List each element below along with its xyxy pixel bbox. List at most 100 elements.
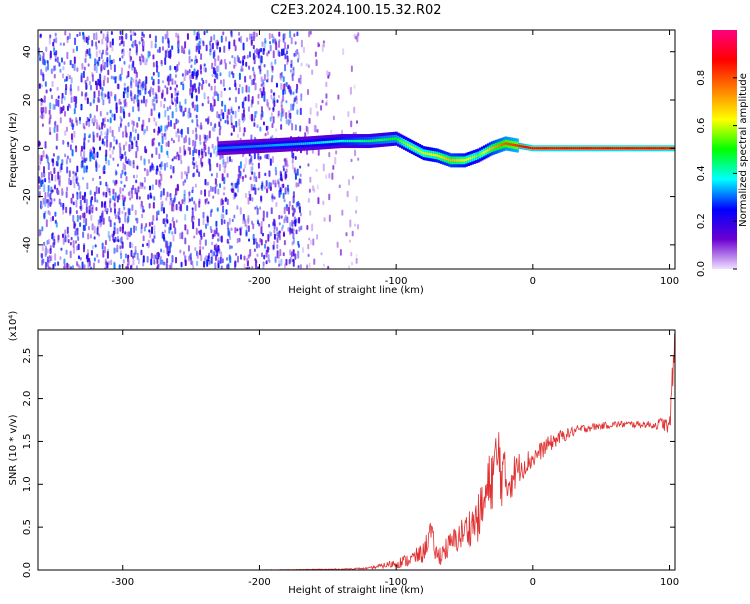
ridge-core: [241, 145, 245, 149]
ridge-core: [658, 147, 662, 150]
spectrogram-cell: [155, 168, 158, 175]
spectrogram-cell: [65, 158, 68, 165]
spectrogram-cell: [195, 114, 198, 119]
ridge-core: [223, 146, 227, 150]
spectrogram-cell: [271, 198, 274, 203]
ridge-core: [393, 137, 396, 141]
spectrogram-cell: [182, 180, 185, 186]
spectrogram-cell: [119, 153, 122, 159]
spectrogram-cell: [254, 54, 257, 59]
spectrogram-cell: [163, 163, 166, 168]
spectrogram-cell: [200, 53, 203, 61]
ridge-core: [245, 145, 249, 148]
spectrogram-cell: [273, 240, 276, 246]
ridge-core: [572, 147, 576, 150]
colorbar-tick-label: 0.4: [696, 165, 707, 181]
y-tick-label: -40: [22, 237, 33, 253]
spectrogram-cell: [83, 141, 86, 150]
spectrogram-cell: [174, 99, 177, 108]
spectrogram-cell: [101, 201, 104, 208]
ridge-core: [600, 147, 603, 150]
spectrogram-cell: [96, 61, 99, 65]
spectrogram-cell: [219, 72, 222, 77]
spectrogram-cell: [264, 172, 267, 177]
spectrogram-cell: [128, 64, 131, 69]
spectrogram-cell: [214, 186, 217, 194]
spectrogram-cell: [68, 170, 71, 178]
spectrogram-cell: [280, 100, 283, 108]
spectrogram-cell: [179, 146, 182, 154]
spectrogram-cell: [76, 261, 79, 267]
spectrogram-cell: [272, 107, 275, 111]
spectrogram-cell: [143, 129, 146, 136]
spectrogram-cell: [254, 187, 257, 195]
spectrogram-cell: [307, 243, 310, 250]
spectrogram-cell: [49, 88, 52, 92]
spectrogram-cell: [263, 94, 266, 102]
spectrogram-cell: [130, 81, 133, 89]
spectrogram-cell: [128, 231, 131, 238]
spectrogram-cell: [167, 40, 170, 49]
spectrogram-cell: [113, 262, 116, 269]
spectrogram-cell: [163, 104, 166, 109]
spectrogram-cell: [273, 229, 276, 234]
spectrogram-cell: [114, 76, 117, 84]
spectrogram-cell: [166, 30, 169, 39]
spectrogram-cell: [217, 257, 220, 264]
spectrogram-cell: [169, 65, 172, 71]
spectrogram-cell: [263, 41, 266, 49]
spectrogram-cell: [127, 85, 130, 91]
spectrogram-cell: [121, 194, 124, 201]
spectrogram-cell: [232, 193, 235, 201]
spectrogram-cell: [84, 92, 87, 101]
ridge-core: [334, 140, 338, 143]
spectrogram-cell: [271, 156, 274, 164]
spectrogram-cell: [192, 264, 195, 269]
spectrogram-cell: [98, 136, 101, 142]
spectrogram-cell: [112, 195, 115, 200]
spectrogram-cell: [81, 156, 84, 160]
spectrogram-cell: [223, 45, 226, 53]
spectrogram-cell: [144, 128, 147, 134]
spectrogram-cell: [220, 218, 223, 225]
spectrogram-cell: [171, 204, 174, 212]
spectrogram-cell: [262, 79, 265, 85]
ridge-core: [352, 139, 355, 143]
spectrogram-cell: [226, 156, 229, 164]
spectrogram-cell: [147, 90, 150, 94]
snr-y-multiplier: (x10⁴): [8, 311, 19, 342]
spectrogram-cell: [162, 207, 165, 214]
spectrogram-cell: [282, 252, 285, 257]
spectrogram-cell: [215, 183, 218, 187]
spectrogram-cell: [191, 210, 194, 218]
spectrogram-cell: [93, 99, 96, 104]
spectrogram-cell: [208, 260, 211, 265]
spectrogram-cell: [284, 187, 287, 195]
spectrogram-cell: [83, 157, 86, 163]
spectrogram-cell: [109, 141, 112, 148]
spectrogram-cell: [143, 158, 146, 165]
spectrogram-cell: [44, 210, 47, 215]
spectrogram-cell: [257, 220, 260, 225]
spectrogram-cell: [103, 141, 106, 147]
spectrogram-cell: [44, 191, 47, 200]
spectrogram-cell: [63, 61, 66, 65]
spectrogram-cell: [184, 135, 187, 143]
spectrogram-cell: [79, 215, 82, 220]
spectrogram-cell: [53, 104, 56, 110]
spectrogram-cell: [234, 227, 237, 234]
spectrogram-cell: [220, 35, 223, 43]
ridge-core: [306, 142, 309, 145]
spectrogram-cell: [78, 265, 81, 269]
spectrogram-cell: [276, 244, 279, 249]
spectrogram-cell: [292, 103, 295, 111]
spectrogram-cell: [79, 191, 82, 200]
spectrogram-cell: [157, 85, 160, 93]
ridge-core: [553, 147, 556, 150]
spectrogram-cell: [151, 138, 154, 147]
spectrogram-cell: [160, 144, 163, 153]
spectrogram-cell: [287, 85, 290, 90]
spectrogram-cell: [195, 35, 198, 41]
spectrogram-cell: [125, 132, 128, 138]
spectrogram-cell: [283, 158, 286, 163]
